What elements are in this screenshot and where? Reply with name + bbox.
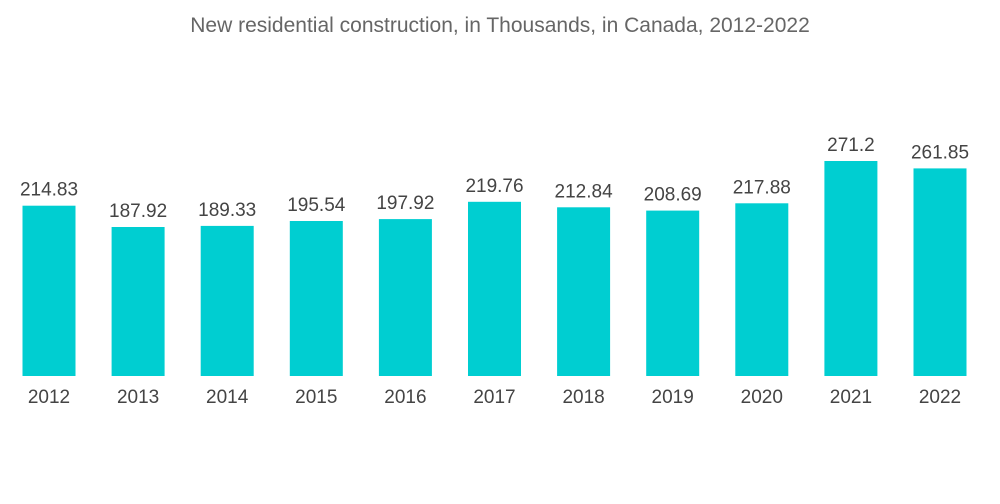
- bar-2012: [22, 205, 76, 376]
- x-tick-label-2017: 2017: [473, 387, 515, 408]
- x-axis-tick-labels: 2012 2013 2014 2015 2016 2017 2018 2019 2020 2021…: [28, 387, 961, 408]
- x-tick-label-2015: 2015: [295, 387, 337, 408]
- data-label-2016: 197.92: [376, 193, 434, 214]
- data-label-2013: 187.92: [109, 201, 167, 222]
- x-tick-label-2018: 2018: [562, 387, 604, 408]
- x-tick-label-2012: 2012: [28, 387, 70, 408]
- bar-2019: [646, 210, 700, 376]
- data-label-2021: 271.2: [827, 135, 875, 156]
- data-label-2022: 261.85: [911, 142, 969, 163]
- chart-title: New residential construction, in Thousan…: [190, 14, 810, 37]
- bar-2013: [111, 227, 165, 376]
- bar-2022: [913, 168, 967, 376]
- bar-2018: [557, 207, 611, 376]
- data-label-2019: 208.69: [644, 185, 702, 206]
- x-tick-label-2014: 2014: [206, 387, 249, 408]
- x-tick-label-2019: 2019: [652, 387, 694, 408]
- bars-layer: [22, 161, 967, 376]
- value-labels-layer: 214.83 187.92 189.33 195.54 197.92 219.76 212.…: [20, 135, 969, 222]
- bar-2015: [289, 221, 343, 376]
- data-label-2020: 217.88: [733, 177, 791, 198]
- bar-2021: [824, 161, 878, 376]
- x-tick-label-2020: 2020: [741, 387, 783, 408]
- data-label-2012: 214.83: [20, 180, 78, 201]
- bar-2020: [735, 203, 789, 376]
- data-label-2015: 195.54: [287, 195, 346, 216]
- bar-2016: [378, 219, 432, 376]
- data-label-2014: 189.33: [198, 200, 256, 221]
- bar-2017: [468, 201, 521, 376]
- data-label-2017: 219.76: [465, 176, 523, 197]
- bar-2014: [200, 225, 254, 376]
- x-tick-label-2016: 2016: [384, 387, 426, 408]
- data-label-2018: 212.84: [555, 181, 614, 202]
- x-tick-label-2021: 2021: [830, 387, 872, 408]
- x-tick-label-2022: 2022: [919, 387, 961, 408]
- x-tick-label-2013: 2013: [117, 387, 159, 408]
